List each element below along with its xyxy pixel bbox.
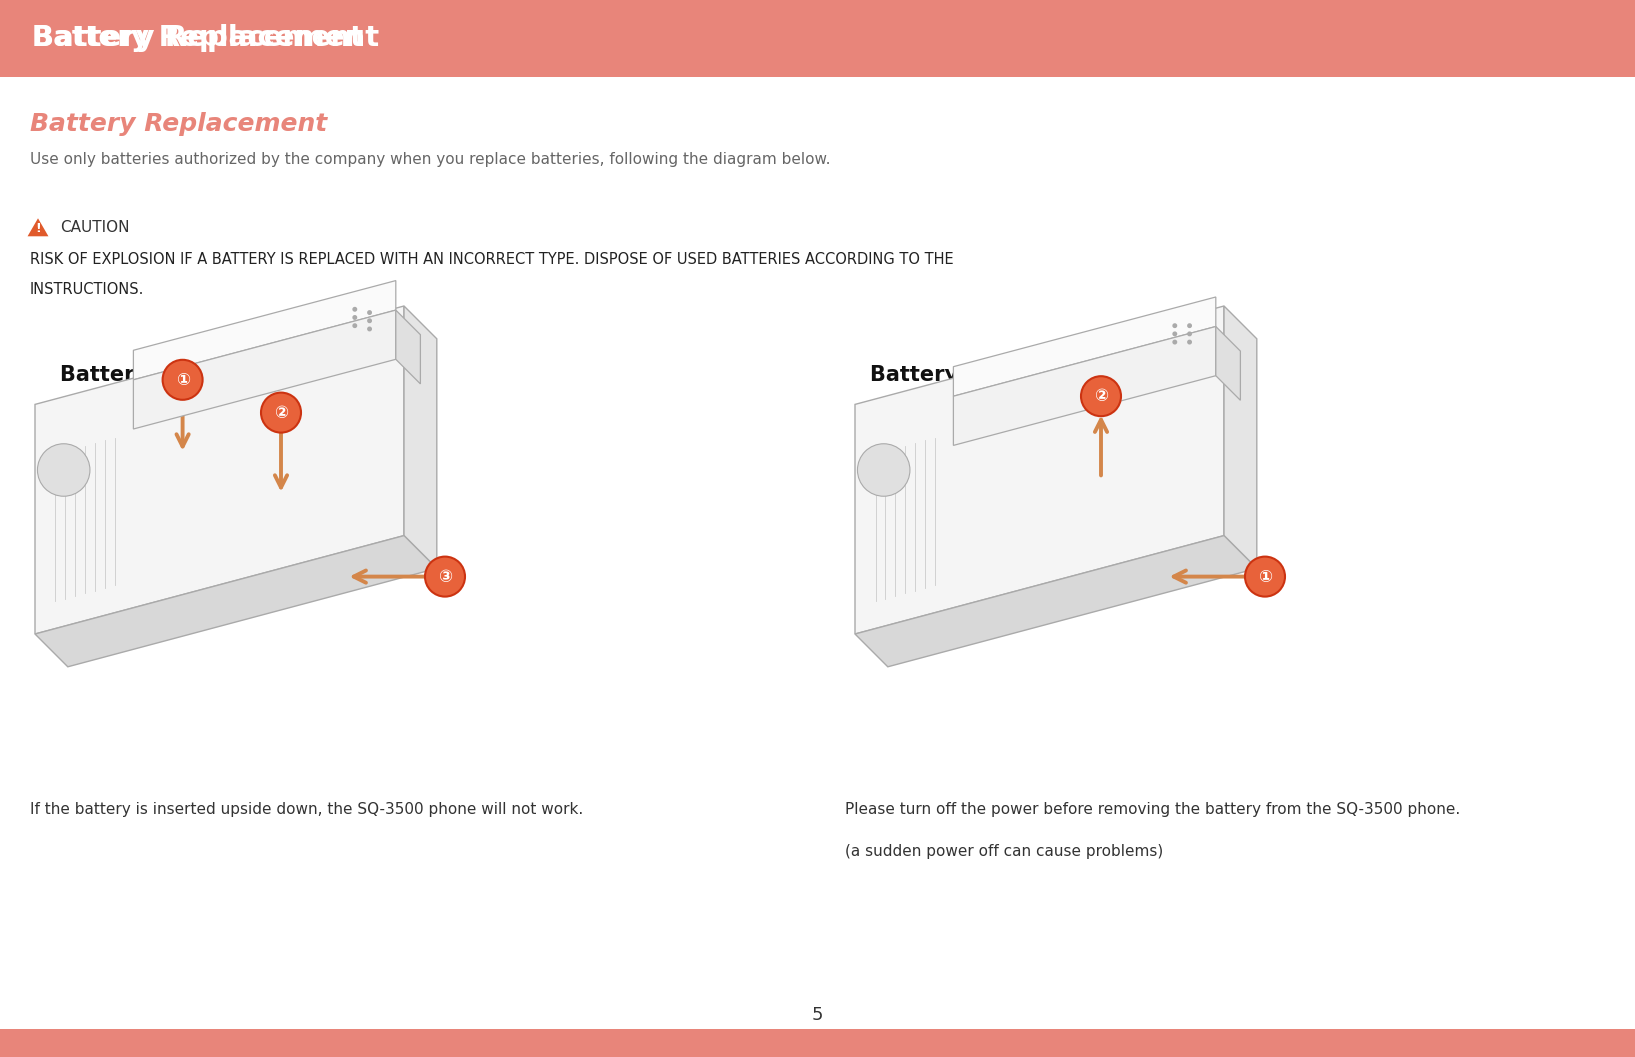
Text: ③: ③ bbox=[438, 568, 451, 586]
Polygon shape bbox=[396, 310, 420, 384]
Text: ①: ① bbox=[175, 371, 190, 389]
Bar bbox=[0, 1030, 1635, 1057]
Polygon shape bbox=[953, 297, 1216, 396]
Text: Battery removal: Battery removal bbox=[870, 365, 1061, 385]
Polygon shape bbox=[134, 310, 396, 429]
Circle shape bbox=[38, 444, 90, 496]
Circle shape bbox=[1187, 339, 1192, 345]
Text: Battery Replacement: Battery Replacement bbox=[29, 112, 327, 136]
Polygon shape bbox=[1216, 327, 1241, 401]
Circle shape bbox=[1187, 323, 1192, 328]
Polygon shape bbox=[34, 536, 437, 667]
Circle shape bbox=[857, 444, 911, 496]
Circle shape bbox=[1081, 376, 1122, 416]
Polygon shape bbox=[953, 327, 1216, 445]
Text: ②: ② bbox=[1094, 387, 1109, 405]
Polygon shape bbox=[855, 536, 1257, 667]
Circle shape bbox=[352, 307, 358, 312]
Text: ①: ① bbox=[1257, 568, 1272, 586]
Circle shape bbox=[1172, 339, 1177, 345]
Text: Use only batteries authorized by the company when you replace batteries, followi: Use only batteries authorized by the com… bbox=[29, 152, 831, 167]
Text: RISK OF EXPLOSION IF A BATTERY IS REPLACED WITH AN INCORRECT TYPE. DISPOSE OF US: RISK OF EXPLOSION IF A BATTERY IS REPLAC… bbox=[29, 252, 953, 267]
Circle shape bbox=[368, 310, 373, 315]
Text: 5: 5 bbox=[811, 1006, 824, 1024]
Circle shape bbox=[1244, 557, 1285, 596]
Circle shape bbox=[162, 359, 203, 400]
Text: ②: ② bbox=[275, 404, 288, 422]
Circle shape bbox=[352, 315, 358, 320]
Text: (a sudden power off can cause problems): (a sudden power off can cause problems) bbox=[845, 843, 1162, 859]
Polygon shape bbox=[134, 280, 396, 379]
Circle shape bbox=[368, 327, 373, 332]
Circle shape bbox=[368, 318, 373, 323]
Text: Please turn off the power before removing the battery from the SQ-3500 phone.: Please turn off the power before removin… bbox=[845, 802, 1460, 817]
Circle shape bbox=[262, 392, 301, 432]
Circle shape bbox=[1172, 323, 1177, 328]
Circle shape bbox=[352, 323, 358, 328]
Text: Battery Replacement: Battery Replacement bbox=[33, 24, 363, 53]
Circle shape bbox=[1187, 332, 1192, 336]
Text: CAUTION: CAUTION bbox=[60, 221, 129, 236]
Polygon shape bbox=[28, 219, 49, 237]
Polygon shape bbox=[404, 305, 437, 569]
Text: INSTRUCTIONS.: INSTRUCTIONS. bbox=[29, 282, 144, 297]
Bar bbox=[0, 0, 1635, 77]
Polygon shape bbox=[1225, 305, 1257, 569]
Polygon shape bbox=[855, 305, 1225, 634]
Text: If the battery is inserted upside down, the SQ-3500 phone will not work.: If the battery is inserted upside down, … bbox=[29, 802, 584, 817]
Text: !: ! bbox=[34, 223, 41, 236]
Circle shape bbox=[425, 557, 464, 596]
Text: Battery Replacement: Battery Replacement bbox=[33, 24, 379, 53]
Polygon shape bbox=[34, 305, 404, 634]
Circle shape bbox=[1172, 332, 1177, 336]
Text: Battery installation method: Battery installation method bbox=[60, 365, 386, 385]
